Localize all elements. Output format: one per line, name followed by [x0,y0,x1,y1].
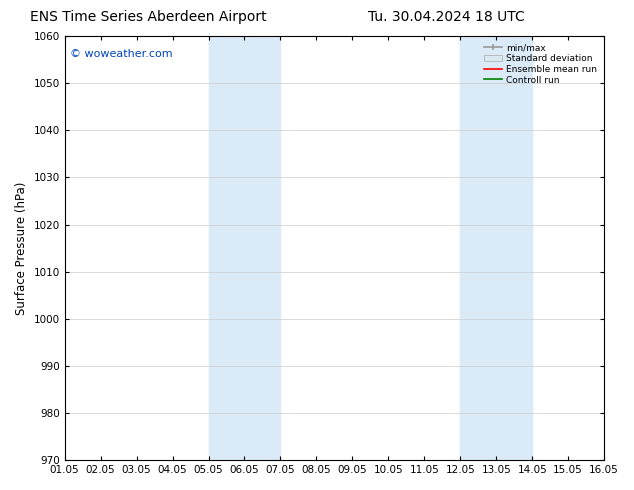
Y-axis label: Surface Pressure (hPa): Surface Pressure (hPa) [15,181,28,315]
Text: © woweather.com: © woweather.com [70,49,172,59]
Bar [460,36,532,460]
Text: Tu. 30.04.2024 18 UTC: Tu. 30.04.2024 18 UTC [368,10,524,24]
Legend: min/max, Standard deviation, Ensemble mean run, Controll run: min/max, Standard deviation, Ensemble me… [482,41,600,88]
Bar [209,36,280,460]
Text: ENS Time Series Aberdeen Airport: ENS Time Series Aberdeen Airport [30,10,266,24]
